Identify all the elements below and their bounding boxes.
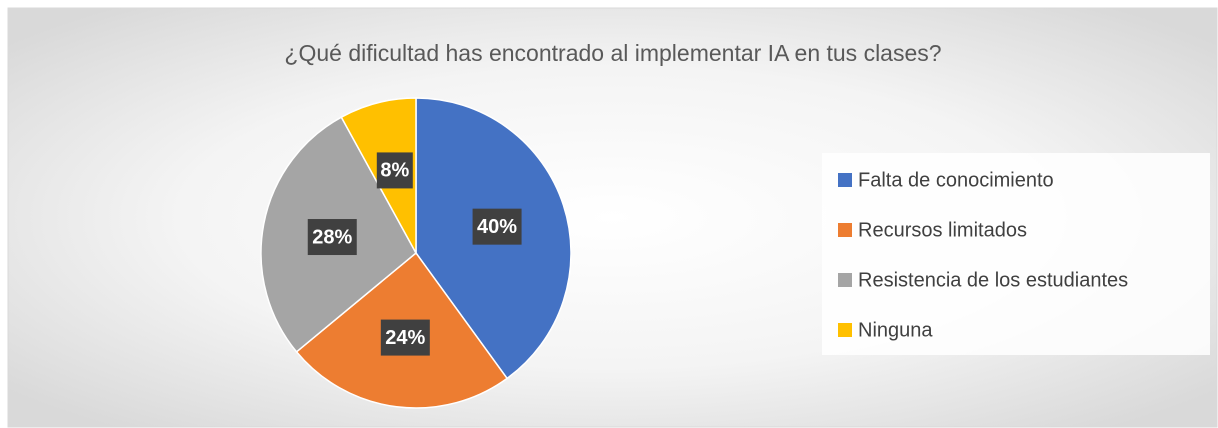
data-label: 28% <box>312 226 352 248</box>
data-label-box <box>376 152 413 189</box>
data-label: 24% <box>385 327 425 349</box>
legend-label: Recursos limitados <box>858 219 1027 241</box>
legend-label: Resistencia de los estudiantes <box>858 269 1128 291</box>
data-label-box <box>307 219 357 256</box>
data-label: 8% <box>380 160 409 182</box>
legend-box <box>822 153 1210 355</box>
legend-swatch <box>838 323 852 337</box>
legend-swatch <box>838 223 852 237</box>
legend-swatch <box>838 273 852 287</box>
chart-title: ¿Qué dificultad has encontrado al implem… <box>284 40 941 66</box>
data-label: 40% <box>477 216 517 238</box>
legend-swatch <box>838 173 852 187</box>
data-label-box <box>472 208 522 245</box>
legend-label: Ninguna <box>858 319 933 341</box>
legend-label: Falta de conocimiento <box>858 169 1054 191</box>
data-label-box <box>380 319 430 356</box>
